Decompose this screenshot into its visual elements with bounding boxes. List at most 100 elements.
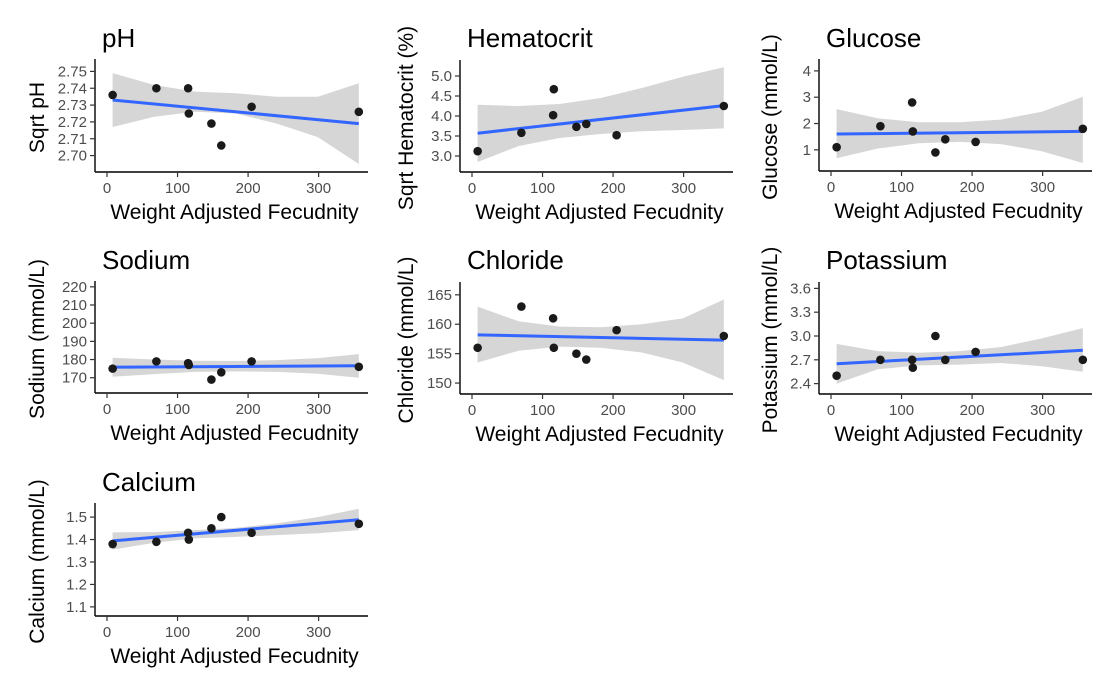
- data-point: [216, 141, 226, 150]
- x-tick-label: 100: [889, 179, 914, 196]
- data-point: [549, 84, 559, 94]
- y-axis-title: Glucose (mmol/L): [759, 34, 782, 200]
- chart-panel: 0 100 200 300 150 155 160 165 Chloride Weight Adj…: [395, 245, 733, 446]
- data-point: [548, 314, 558, 323]
- y-tick-label: 1.5: [66, 509, 87, 526]
- y-tick-label: 3.5: [431, 128, 452, 145]
- y-tick-label: 220: [62, 279, 87, 296]
- x-tick-label: 0: [103, 624, 111, 641]
- y-tick-label: 3.0: [790, 328, 811, 345]
- chart-panel: 0 100 200 300 1 2 3 4 Glucose Weight Adjusted Fec…: [759, 23, 1092, 223]
- y-tick-label: 2.73: [58, 97, 87, 114]
- y-axis-title: Sqrt pH: [26, 82, 49, 153]
- data-point: [207, 119, 216, 128]
- data-point: [184, 109, 194, 118]
- x-axis-title: Weight Adjusted Fecudnity: [834, 200, 1083, 223]
- data-point: [152, 357, 161, 366]
- panel-title: Calcium: [102, 467, 196, 497]
- data-point: [184, 360, 194, 370]
- x-tick-label: 200: [236, 180, 261, 197]
- x-tick-label: 100: [165, 180, 190, 197]
- data-point: [832, 142, 841, 152]
- data-point: [832, 371, 841, 380]
- x-tick-label: 300: [306, 180, 331, 197]
- y-tick-label: 150: [427, 375, 452, 392]
- data-point: [581, 119, 591, 129]
- y-tick-label: 165: [427, 287, 452, 304]
- data-point: [719, 331, 729, 341]
- data-point: [184, 535, 194, 544]
- x-tick-label: 100: [165, 401, 190, 418]
- x-tick-label: 200: [236, 401, 261, 418]
- y-tick-label: 4.0: [431, 108, 452, 125]
- y-axis-title: Potassium (mmol/L): [759, 247, 782, 434]
- x-tick-label: 300: [1030, 402, 1055, 419]
- chart-panel: 0 100 200 300170180190200210220SodiumWeight…: [26, 245, 368, 445]
- confidence-band: [836, 96, 1083, 163]
- data-point: [354, 519, 364, 529]
- data-point: [907, 355, 917, 365]
- data-point: [572, 122, 581, 132]
- y-tick-label: 1.4: [66, 532, 87, 549]
- data-point: [876, 355, 885, 365]
- data-point: [581, 355, 591, 364]
- data-point: [612, 130, 621, 140]
- y-tick-label: 3.0: [431, 148, 452, 165]
- x-axis-title: Weight Adjusted Fecudnity: [475, 201, 724, 224]
- x-tick-label: 100: [530, 402, 555, 419]
- y-tick-label: 210: [62, 297, 87, 314]
- y-axis-title: Calcium (mmol/L): [26, 479, 49, 644]
- y-axis-title: Sodium (mmol/L): [26, 259, 49, 419]
- x-tick-label: 100: [165, 624, 190, 641]
- panel-title: Glucose: [826, 23, 921, 53]
- data-point: [908, 127, 918, 136]
- panel-title: Chloride: [467, 245, 564, 275]
- data-point: [908, 363, 918, 373]
- x-tick-label: 0: [468, 402, 476, 419]
- x-axis-title: Weight Adjusted Fecudnity: [110, 422, 359, 445]
- data-point: [971, 347, 980, 357]
- y-tick-label: 1.2: [66, 576, 87, 593]
- data-point: [473, 343, 482, 353]
- y-tick-label: 160: [427, 316, 452, 333]
- data-point: [517, 302, 526, 311]
- x-axis-title: Weight Adjusted Fecudnity: [110, 645, 359, 668]
- y-tick-label: 1: [803, 142, 811, 159]
- y-axis-title: Chloride (mmol/L): [395, 257, 418, 424]
- confidence-band: [112, 73, 359, 164]
- y-tick-label: 155: [427, 346, 452, 363]
- y-tick-label: 2.75: [58, 63, 87, 80]
- x-tick-label: 0: [827, 402, 835, 419]
- data-point: [354, 362, 364, 372]
- x-tick-label: 300: [306, 401, 331, 418]
- data-point: [183, 528, 193, 538]
- x-tick-label: 200: [236, 624, 261, 641]
- data-point: [612, 325, 621, 335]
- data-point: [876, 121, 885, 131]
- x-tick-label: 300: [671, 402, 696, 419]
- data-point: [549, 343, 559, 353]
- y-tick-label: 170: [62, 370, 87, 387]
- data-point: [940, 135, 950, 144]
- confidence-band: [477, 299, 724, 381]
- data-point: [152, 537, 161, 547]
- y-tick-label: 200: [62, 315, 87, 332]
- x-tick-label: 300: [671, 180, 696, 197]
- regression-line: [112, 98, 359, 126]
- x-axis-title: Weight Adjusted Fecudnity: [834, 423, 1083, 446]
- x-tick-label: 200: [960, 179, 985, 196]
- data-point: [931, 148, 940, 157]
- data-point: [971, 137, 980, 147]
- x-tick-label: 200: [601, 180, 626, 197]
- x-tick-label: 0: [103, 180, 111, 197]
- x-tick-label: 200: [960, 402, 985, 419]
- x-tick-label: 0: [827, 179, 835, 196]
- data-point: [719, 101, 729, 111]
- x-tick-label: 200: [601, 402, 626, 419]
- chart-panel: 0 100 200 300 2.4 2.7 3.0 3.3 3.6 Potassium Weight…: [759, 245, 1092, 446]
- y-tick-label: 3.3: [790, 304, 811, 321]
- data-point: [108, 90, 117, 100]
- data-point: [548, 110, 558, 120]
- x-axis-title: Weight Adjusted Fecudnity: [110, 201, 359, 224]
